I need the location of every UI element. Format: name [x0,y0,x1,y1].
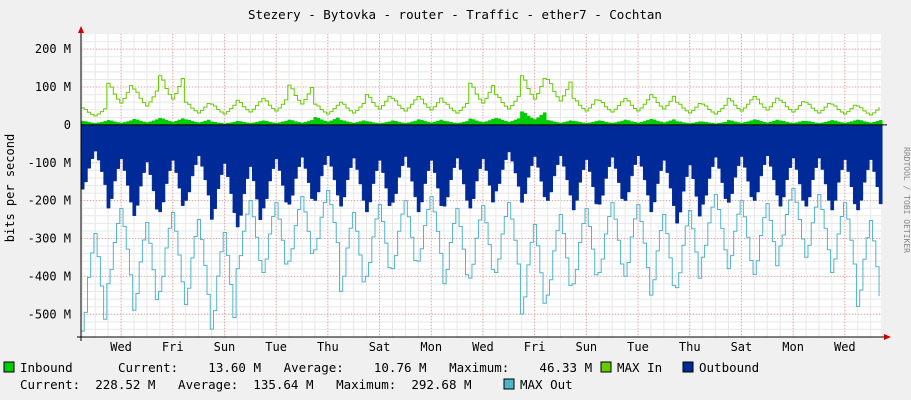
inbound-series [80,111,883,126]
y-tick-label: -400 M [28,269,71,283]
chart-title: Stezery - Bytovka - router - Traffic - e… [248,7,662,22]
x-tick-label: Tue [265,340,287,354]
x-tick-label: Sun [575,340,597,354]
legend-inbound-stats: Current: 13.60 M Average: 10.76 M Maximu… [118,360,592,375]
x-tick-label: Tue [627,340,649,354]
rrdtool-watermark: RRDTOOL / TOBI OETIKER [902,147,911,253]
y-tick-label: -300 M [28,232,71,246]
legend-max-in: MAX In [617,360,662,375]
tick-labels: 200 M 100 M 0 -100 M -200 M -300 M -400 M -500 … [28,42,856,354]
x-tick-label: Wed [472,340,494,354]
legend-max-out: MAX Out [520,377,573,392]
x-tick-label: Mon [782,340,804,354]
x-tick-label: Sun [214,340,236,354]
outbound-swatch [682,361,694,373]
x-tick-label: Fri [524,340,546,354]
x-tick-label: Fri [162,340,184,354]
max-in-swatch [600,361,612,373]
x-tick-label: Thu [679,340,701,354]
x-tick-label: Sat [731,340,753,354]
x-tick-label: Wed [834,340,856,354]
max-in-series [81,75,880,117]
x-tick-label: Sat [369,340,391,354]
max-out-series [81,188,880,332]
legend-inbound: Inbound [20,360,73,375]
legend-outbound: Outbound [699,360,759,375]
y-tick-label: -100 M [28,156,71,170]
y-tick-label: -500 M [28,307,71,321]
series-layer [80,75,883,332]
x-tick-label: Wed [110,340,132,354]
x-tick-label: Thu [317,340,339,354]
y-axis-label: bits per second [3,134,17,242]
x-axis-arrow [884,334,891,340]
y-tick-label: 200 M [35,42,71,56]
axes [77,26,891,341]
outbound-series [80,124,883,228]
inbound-swatch [3,361,15,373]
y-tick-label: 100 M [35,80,71,94]
max-out-swatch [503,378,515,390]
y-axis-arrow [78,26,84,33]
x-tick-label: Mon [420,340,442,354]
y-tick-label: 0 [64,118,71,132]
legend-outbound-stats: Current: 228.52 M Average: 135.64 M Maxi… [20,377,472,392]
grid [81,34,881,337]
y-tick-label: -200 M [28,194,71,208]
